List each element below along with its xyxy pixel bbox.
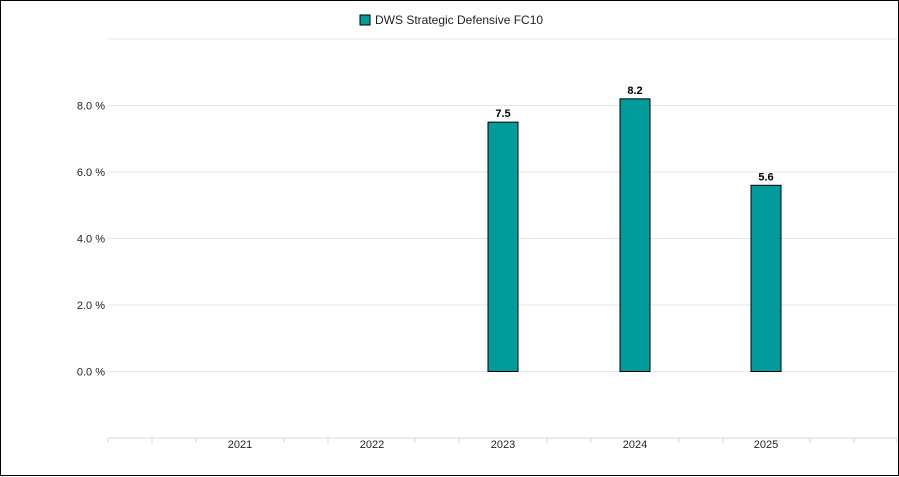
- x-tick-label: 2025: [754, 439, 778, 451]
- data-label: 8.2: [627, 85, 642, 97]
- legend-swatch: [359, 14, 371, 26]
- x-tick-label: 2024: [623, 439, 647, 451]
- y-tick-label: 2.0 %: [77, 300, 105, 312]
- bar: [487, 121, 519, 372]
- bars: [487, 98, 782, 372]
- y-tick-label: 4.0 %: [77, 234, 105, 246]
- bar: [750, 184, 782, 372]
- y-tick-label: 0.0 %: [77, 367, 105, 379]
- y-axis-tick-labels: 0.0 % 2.0 % 4.0 % 6.0 % 8.0 %: [77, 101, 105, 379]
- x-axis: 2021 2022 2023 2024 2025: [107, 437, 898, 451]
- data-label: 7.5: [495, 108, 510, 120]
- bar: [619, 98, 651, 372]
- legend-label: DWS Strategic Defensive FC10: [375, 13, 543, 27]
- x-tick-label: 2021: [228, 439, 252, 451]
- x-tick-label: 2022: [360, 439, 384, 451]
- y-tick-label: 6.0 %: [77, 167, 105, 179]
- y-tick-label: 8.0 %: [77, 101, 105, 113]
- x-tick-label: 2023: [491, 439, 515, 451]
- data-label: 5.6: [758, 171, 773, 183]
- data-labels: 7.5 8.2 5.6: [495, 85, 773, 183]
- legend: DWS Strategic Defensive FC10: [359, 13, 543, 27]
